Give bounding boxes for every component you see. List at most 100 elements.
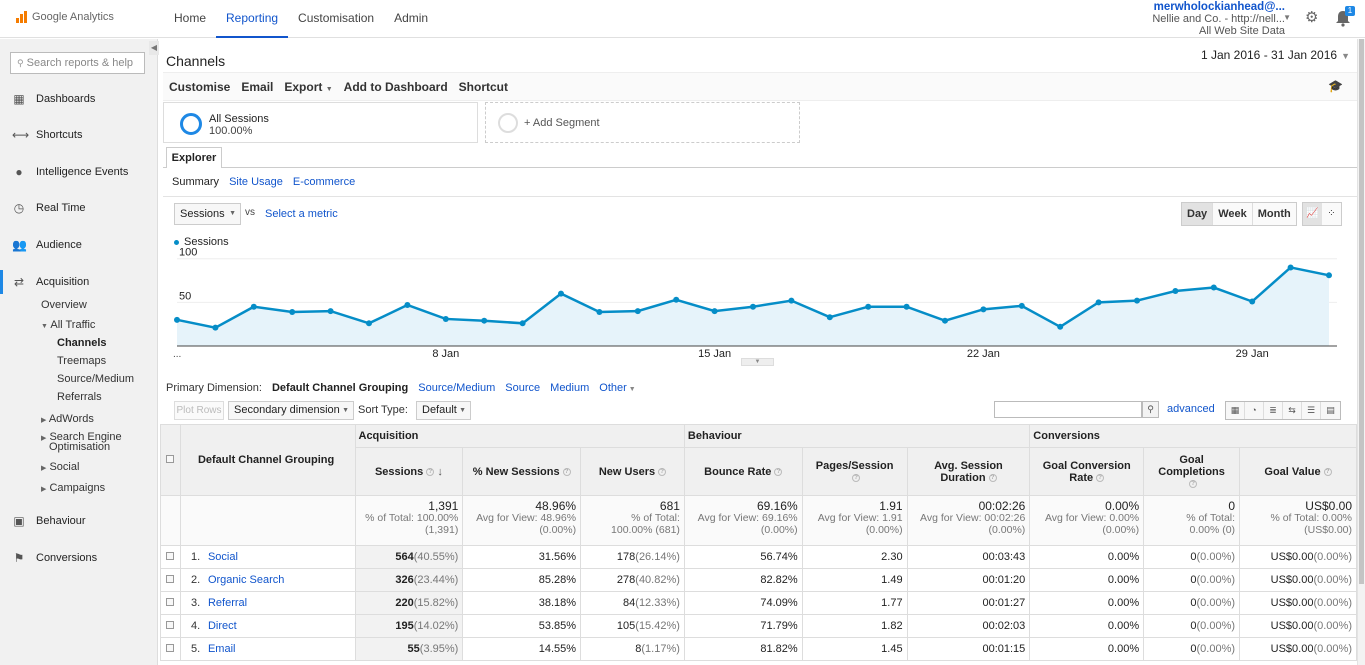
dimension-source[interactable]: Source: [505, 382, 541, 394]
pivot-view-icon[interactable]: ▤: [1321, 402, 1340, 419]
customise-button[interactable]: Customise: [169, 79, 231, 94]
shortcut-button[interactable]: Shortcut: [458, 79, 509, 94]
add-to-dashboard-button[interactable]: Add to Dashboard: [343, 79, 448, 94]
col-sessions[interactable]: Sessions? ↓: [354, 447, 464, 496]
col-goal-completions[interactable]: Goal Completions?: [1143, 447, 1241, 496]
google-analytics-logo[interactable]: Google Analytics: [16, 11, 114, 23]
sort-type-label: Sort Type:: [358, 404, 408, 416]
sidebar-item-acquisition[interactable]: ⇄ Acquisition: [0, 270, 158, 294]
col-pages-session[interactable]: Pages/Session?: [801, 447, 908, 496]
select-metric-link[interactable]: Select a metric: [265, 208, 338, 220]
table-filter-input[interactable]: [994, 401, 1142, 418]
dimension-source-medium[interactable]: Source/Medium: [418, 382, 496, 394]
motion-chart-icon[interactable]: ⁘: [1322, 203, 1341, 225]
advanced-filter-link[interactable]: advanced: [1167, 403, 1215, 415]
nav-reporting[interactable]: Reporting: [216, 0, 289, 38]
add-segment-button[interactable]: + Add Segment: [485, 102, 800, 143]
row-checkbox[interactable]: [160, 568, 181, 592]
sidebar-sub-source-medium[interactable]: Source/Medium: [57, 373, 135, 385]
channel-link[interactable]: Referral: [207, 597, 248, 609]
sidebar-sub-social[interactable]: ▶ Social: [41, 461, 79, 473]
period-month-button[interactable]: Month: [1252, 203, 1296, 225]
graduation-cap-icon[interactable]: 🎓: [1328, 79, 1343, 93]
data-table-view-icon[interactable]: ▦: [1226, 402, 1245, 419]
sidebar-item-dashboards[interactable]: ▦ Dashboards: [0, 87, 158, 111]
search-icon[interactable]: ⚲: [1142, 401, 1159, 418]
sidebar-sub-campaigns[interactable]: ▶ Campaigns: [41, 482, 105, 494]
chart-resize-handle[interactable]: ▼: [741, 358, 774, 366]
select-all-checkbox[interactable]: [160, 424, 181, 496]
help-icon[interactable]: ?: [988, 473, 997, 482]
channel-link[interactable]: Direct: [207, 620, 237, 632]
sidebar-sub-treemaps[interactable]: Treemaps: [57, 355, 107, 367]
col-goal-value[interactable]: Goal Value?: [1239, 447, 1357, 496]
account-caret-icon[interactable]: ▼: [1283, 13, 1291, 22]
row-checkbox[interactable]: [160, 614, 181, 638]
plot-rows-button[interactable]: Plot Rows: [174, 401, 224, 420]
page-scrollbar[interactable]: [1357, 39, 1365, 665]
export-button[interactable]: Export ▼: [284, 80, 332, 94]
row-checkbox[interactable]: [160, 637, 181, 661]
sidebar-sub-channels[interactable]: Channels: [57, 337, 107, 349]
nav-admin[interactable]: Admin: [394, 11, 429, 25]
comparison-view-icon[interactable]: ⇆: [1283, 402, 1302, 419]
sidebar-sub-seo[interactable]: ▶ Search Engine Optimisation: [41, 432, 122, 453]
line-chart-icon[interactable]: 📈: [1303, 203, 1322, 225]
sidebar-item-conversions[interactable]: ⚑ Conversions: [0, 546, 158, 570]
gear-icon[interactable]: ⚙: [1305, 9, 1319, 26]
tab-explorer[interactable]: Explorer: [166, 147, 222, 168]
help-icon[interactable]: ?: [852, 473, 861, 482]
help-icon[interactable]: ?: [562, 467, 571, 476]
date-range-picker[interactable]: 1 Jan 2016 - 31 Jan 2016 ▼: [1201, 48, 1350, 62]
sessions-point: [673, 296, 680, 303]
row-checkbox[interactable]: [160, 545, 181, 569]
help-icon[interactable]: ?: [1096, 473, 1105, 482]
sidebar-sub-overview[interactable]: Overview: [41, 299, 87, 311]
col-new-users[interactable]: New Users?: [580, 447, 685, 496]
segment-all-sessions[interactable]: All Sessions 100.00%: [163, 102, 478, 143]
period-week-button[interactable]: Week: [1213, 203, 1253, 225]
sidebar-item-shortcuts[interactable]: ⟷ Shortcuts: [0, 123, 158, 147]
subtab-summary[interactable]: Summary: [172, 176, 220, 188]
scrollbar-thumb[interactable]: [1359, 39, 1364, 584]
metric-select[interactable]: Sessions ▼: [174, 203, 241, 225]
nav-home[interactable]: Home: [174, 11, 207, 25]
subtab-ecommerce[interactable]: E-commerce: [292, 176, 356, 188]
help-icon[interactable]: ?: [774, 467, 783, 476]
dimension-medium[interactable]: Medium: [550, 382, 590, 394]
sort-type-select[interactable]: Default ▼: [416, 401, 471, 420]
help-icon[interactable]: ?: [426, 467, 435, 476]
col-goal-conversion[interactable]: Goal Conversion Rate?: [1029, 447, 1145, 496]
nav-customisation[interactable]: Customisation: [298, 11, 375, 25]
dimension-other[interactable]: Other ▼: [599, 382, 635, 394]
row-checkbox[interactable]: [160, 591, 181, 615]
channel-link[interactable]: Email: [207, 643, 236, 655]
term-cloud-view-icon[interactable]: ☰: [1302, 402, 1321, 419]
col-bounce-rate[interactable]: Bounce Rate?: [683, 447, 803, 496]
sidebar-sub-adwords[interactable]: ▶ AdWords: [41, 413, 94, 425]
help-icon[interactable]: ?: [1189, 479, 1198, 488]
secondary-dimension-select[interactable]: Secondary dimension ▼: [228, 401, 354, 420]
channel-link[interactable]: Social: [207, 551, 238, 563]
notifications-button[interactable]: 1: [1335, 6, 1355, 27]
col-avg-duration[interactable]: Avg. Session Duration?: [906, 447, 1031, 496]
sidebar-sub-all-traffic[interactable]: ▼ All Traffic: [41, 319, 95, 331]
sidebar-item-real-time[interactable]: ◷ Real Time: [0, 196, 158, 220]
help-icon[interactable]: ?: [658, 467, 667, 476]
channel-link[interactable]: Organic Search: [207, 574, 285, 586]
help-icon[interactable]: ?: [1323, 467, 1332, 476]
subtab-site-usage[interactable]: Site Usage: [229, 176, 283, 188]
new-users-cell: 278(40.82%): [580, 568, 685, 592]
account-selector[interactable]: merwholockianhead@... Nellie and Co. - h…: [1152, 1, 1285, 37]
collapse-sidebar-icon[interactable]: ◀: [149, 41, 159, 55]
col-new-sessions[interactable]: % New Sessions?: [462, 447, 582, 496]
period-day-button[interactable]: Day: [1182, 203, 1214, 225]
email-button[interactable]: Email: [241, 79, 274, 94]
performance-view-icon[interactable]: ≣: [1264, 402, 1283, 419]
sidebar-item-behaviour[interactable]: ▣ Behaviour: [0, 509, 158, 533]
sidebar-item-intelligence-events[interactable]: ● Intelligence Events: [0, 160, 158, 184]
pie-chart-view-icon[interactable]: ◔: [1245, 402, 1264, 419]
sidebar-item-audience[interactable]: 👥 Audience: [0, 233, 158, 257]
sidebar-sub-referrals[interactable]: Referrals: [57, 391, 102, 403]
search-input[interactable]: ⚲ Search reports & help: [10, 52, 145, 74]
